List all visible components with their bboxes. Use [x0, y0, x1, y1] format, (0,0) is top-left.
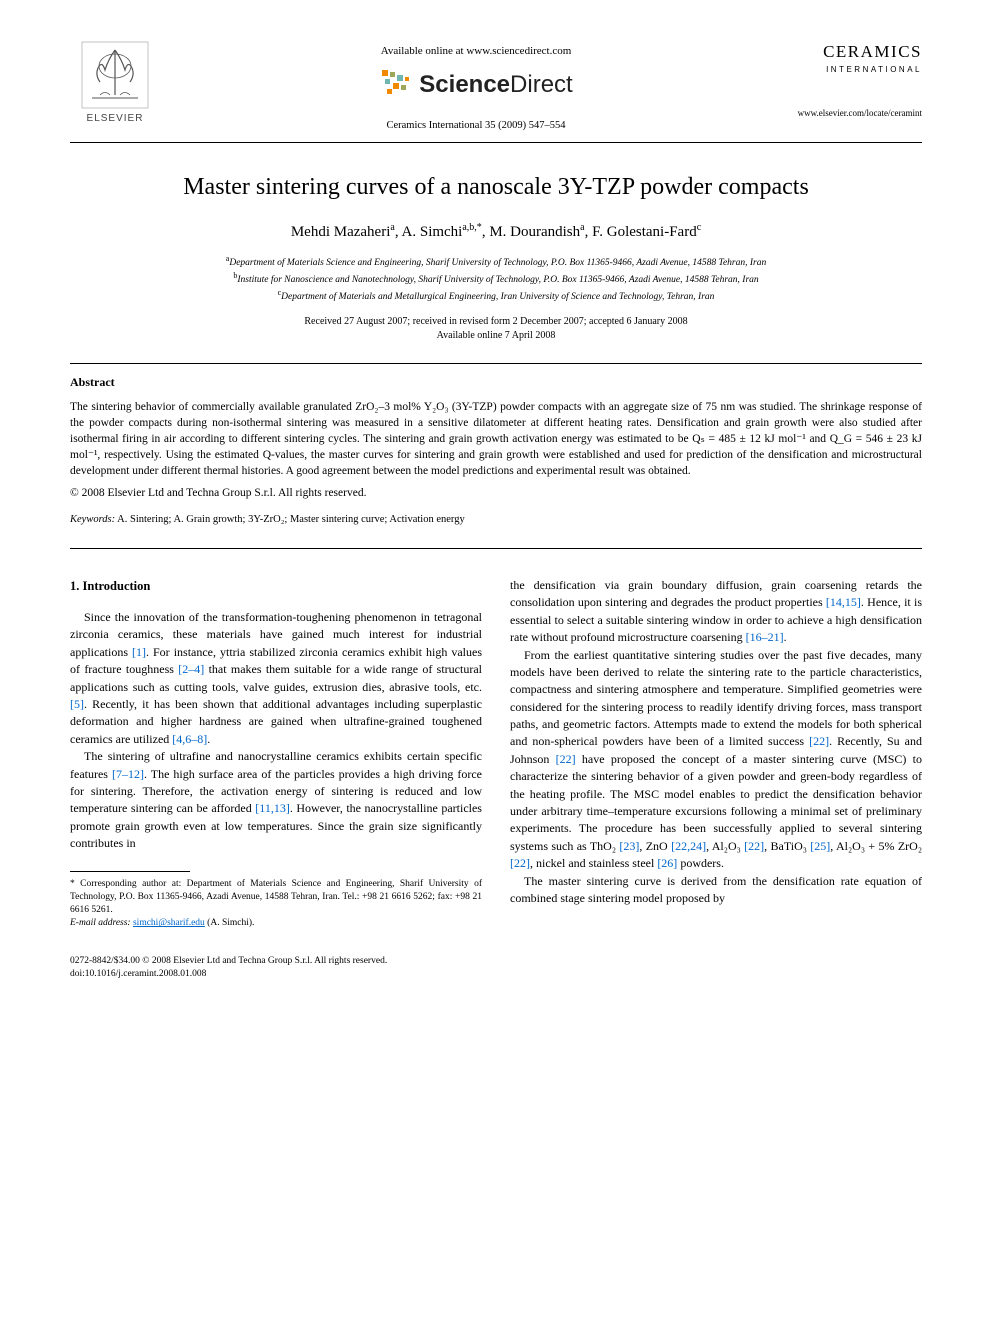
sciencedirect-swirl-icon: [379, 67, 413, 101]
ref-link[interactable]: [22]: [510, 856, 530, 870]
author-4: F. Golestani-Fardc: [592, 224, 701, 240]
affiliations: aDepartment of Materials Science and Eng…: [70, 253, 922, 305]
ref-link[interactable]: [23]: [619, 839, 639, 853]
left-column: 1. Introduction Since the innovation of …: [70, 577, 482, 931]
author-2: A. Simchia,b,*: [402, 224, 482, 240]
ref-link[interactable]: [16–21]: [746, 630, 784, 644]
ref-link[interactable]: [5]: [70, 697, 84, 711]
ref-link[interactable]: [22]: [809, 734, 829, 748]
abstract-bottom-divider: [70, 548, 922, 549]
footnote-email-line: E-mail address: simchi@sharif.edu (A. Si…: [70, 917, 482, 930]
sciencedirect-wordmark: ScienceDirect: [419, 68, 572, 102]
article-title: Master sintering curves of a nanoscale 3…: [70, 171, 922, 205]
ref-link[interactable]: [14,15]: [826, 595, 861, 609]
email-author: (A. Simchi).: [205, 918, 255, 928]
elsevier-tree-icon: [80, 40, 150, 110]
page-footer: 0272-8842/$34.00 © 2008 Elsevier Ltd and…: [70, 955, 922, 982]
elsevier-label: ELSEVIER: [87, 112, 144, 126]
issn-copyright-line: 0272-8842/$34.00 © 2008 Elsevier Ltd and…: [70, 955, 922, 968]
ref-link[interactable]: [1]: [132, 645, 146, 659]
doi-line: doi:10.1016/j.ceramint.2008.01.008: [70, 968, 922, 981]
intro-paragraph-2: The sintering of ultrafine and nanocryst…: [70, 748, 482, 852]
abstract-copyright: © 2008 Elsevier Ltd and Techna Group S.r…: [70, 485, 922, 501]
corresponding-author-footnote: * Corresponding author at: Department of…: [70, 878, 482, 931]
author-3: M. Dourandisha: [489, 224, 584, 240]
journal-logo-sub: INTERNATIONAL: [792, 64, 922, 75]
ref-link[interactable]: [2–4]: [178, 662, 204, 676]
ref-link[interactable]: [11,13]: [255, 801, 290, 815]
journal-url: www.elsevier.com/locate/ceramint: [792, 107, 922, 120]
sciencedirect-logo: ScienceDirect: [379, 67, 572, 101]
header-divider: [70, 142, 922, 143]
available-online-text: Available online at www.sciencedirect.co…: [381, 44, 572, 59]
affiliation-b: bInstitute for Nanoscience and Nanotechn…: [70, 270, 922, 287]
abstract-text: The sintering behavior of commercially a…: [70, 399, 922, 479]
intro-paragraph-3: the densification via grain boundary dif…: [510, 577, 922, 647]
footnote-divider: [70, 871, 190, 872]
email-label: E-mail address:: [70, 918, 131, 928]
intro-paragraph-5: The master sintering curve is derived fr…: [510, 873, 922, 908]
abstract-top-divider: [70, 363, 922, 364]
journal-logo-block: CERAMICS INTERNATIONAL www.elsevier.com/…: [792, 40, 922, 120]
footnote-corr: * Corresponding author at: Department of…: [70, 878, 482, 918]
author-1: Mehdi Mazaheria: [291, 224, 395, 240]
elsevier-logo-block: ELSEVIER: [70, 40, 160, 126]
received-date: Received 27 August 2007; received in rev…: [70, 315, 922, 329]
intro-paragraph-1: Since the innovation of the transformati…: [70, 609, 482, 748]
affiliation-a: aDepartment of Materials Science and Eng…: [70, 253, 922, 270]
ref-link[interactable]: [22]: [556, 752, 576, 766]
right-column: the densification via grain boundary dif…: [510, 577, 922, 931]
ref-link[interactable]: [4,6–8]: [172, 732, 207, 746]
journal-logo-main: CERAMICS: [792, 40, 922, 64]
article-dates: Received 27 August 2007; received in rev…: [70, 315, 922, 343]
online-date: Available online 7 April 2008: [70, 329, 922, 343]
keywords-line: Keywords: A. Sintering; A. Grain growth;…: [70, 513, 922, 528]
journal-reference: Ceramics International 35 (2009) 547–554: [386, 119, 565, 134]
journal-header: ELSEVIER Available online at www.science…: [70, 40, 922, 134]
body-columns: 1. Introduction Since the innovation of …: [70, 577, 922, 931]
ref-link[interactable]: [22]: [744, 839, 764, 853]
email-link[interactable]: simchi@sharif.edu: [133, 918, 205, 928]
keywords-text: A. Sintering; A. Grain growth; 3Y-ZrO₂; …: [115, 514, 465, 525]
ref-link[interactable]: [25]: [810, 839, 830, 853]
intro-paragraph-4: From the earliest quantitative sintering…: [510, 647, 922, 873]
ref-link[interactable]: [26]: [657, 856, 677, 870]
abstract-heading: Abstract: [70, 374, 922, 391]
affiliation-c: cDepartment of Materials and Metallurgic…: [70, 287, 922, 304]
keywords-label: Keywords:: [70, 514, 115, 525]
ref-link[interactable]: [22,24]: [671, 839, 706, 853]
authors-line: Mehdi Mazaheria, A. Simchia,b,*, M. Dour…: [70, 221, 922, 243]
ref-link[interactable]: [7–12]: [112, 767, 144, 781]
section-1-heading: 1. Introduction: [70, 577, 482, 595]
header-center: Available online at www.sciencedirect.co…: [160, 40, 792, 134]
